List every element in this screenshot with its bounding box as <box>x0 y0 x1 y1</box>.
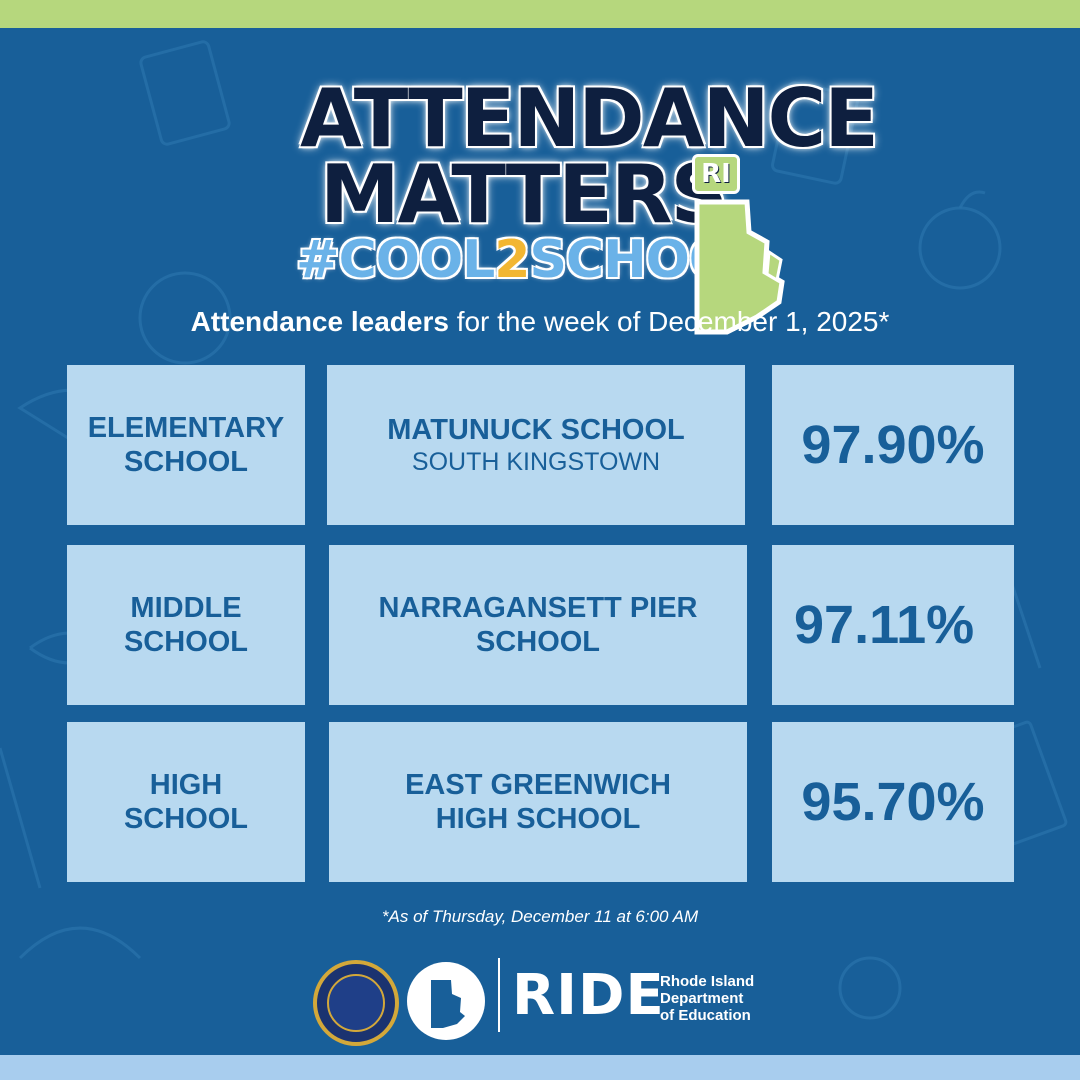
rate-cell-high: 95.70% <box>772 722 1014 882</box>
level-label-line1: MIDDLE <box>130 592 242 624</box>
attendance-rate: 97.11% <box>794 595 975 655</box>
headline: Attendance leaders for the week of Decem… <box>0 306 1080 338</box>
footnote: *As of Thursday, December 11 at 6:00 AM <box>381 907 699 926</box>
footer-divider <box>498 958 500 1032</box>
level-label-line2: SCHOOL <box>123 446 249 478</box>
attendance-rate: 97.90% <box>801 415 985 475</box>
governor-seal-icon <box>313 960 399 1046</box>
logo-title-line1: ATTENDANCE <box>300 72 879 165</box>
seal-anchor-icon <box>327 974 385 1032</box>
ride-org-line1: Rhode Island <box>660 973 755 990</box>
school-name-line1: EAST GREENWICH <box>405 769 671 801</box>
ride-org-line2: Department <box>660 990 744 1007</box>
level-cell-high: HIGH SCHOOL <box>67 722 305 882</box>
logo-ri-tag: RI <box>692 154 740 194</box>
school-name-line1: MATUNUCK SCHOOL <box>387 414 685 446</box>
logo-title-line2: MATTERS <box>320 148 728 241</box>
school-name-line2: HIGH SCHOOL <box>435 803 641 835</box>
level-label-line2: SCHOOL <box>123 626 249 658</box>
school-cell-elementary: MATUNUCK SCHOOL SOUTH KINGSTOWN <box>327 365 745 525</box>
headline-bold: Attendance leaders <box>190 306 449 337</box>
ride-org-line3: of Education <box>660 1007 751 1024</box>
attendance-matters-logo: ATTENDANCE MATTERS #COOL2SCHOOL RI <box>292 62 879 335</box>
level-label-line2: SCHOOL <box>123 803 249 835</box>
school-name-line2: SCHOOL <box>475 626 601 658</box>
level-cell-elementary: ELEMENTARY SCHOOL <box>67 365 305 525</box>
logo-hashtag-two: 2 <box>494 230 530 290</box>
level-label-line1: ELEMENTARY <box>87 412 285 444</box>
school-cell-middle: NARRAGANSETT PIER SCHOOL <box>329 545 747 705</box>
headline-rest: for the week of December 1, 2025* <box>448 306 890 337</box>
rate-cell-elementary: 97.90% <box>772 365 1014 525</box>
ride-logo-text: RIDE <box>512 963 665 1028</box>
rhode-island-state-icon <box>407 962 485 1040</box>
level-label-line1: HIGH <box>149 769 223 801</box>
rate-cell-middle: 97.11% <box>772 545 1014 705</box>
rhode-island-outline-icon <box>431 980 465 1028</box>
school-name-line1: NARRAGANSETT PIER <box>378 592 698 624</box>
level-cell-middle: MIDDLE SCHOOL <box>67 545 305 705</box>
logo-hashtag-prefix: #COOL <box>296 230 495 290</box>
bottom-accent-strip <box>0 1055 1080 1080</box>
school-cell-high: EAST GREENWICH HIGH SCHOOL <box>329 722 747 882</box>
top-accent-strip <box>0 0 1080 28</box>
district-name: SOUTH KINGSTOWN <box>411 448 661 476</box>
attendance-rate: 95.70% <box>801 772 985 832</box>
ride-org-name: Rhode Island Department of Education <box>660 973 754 1024</box>
rhode-island-map-icon <box>694 199 785 335</box>
